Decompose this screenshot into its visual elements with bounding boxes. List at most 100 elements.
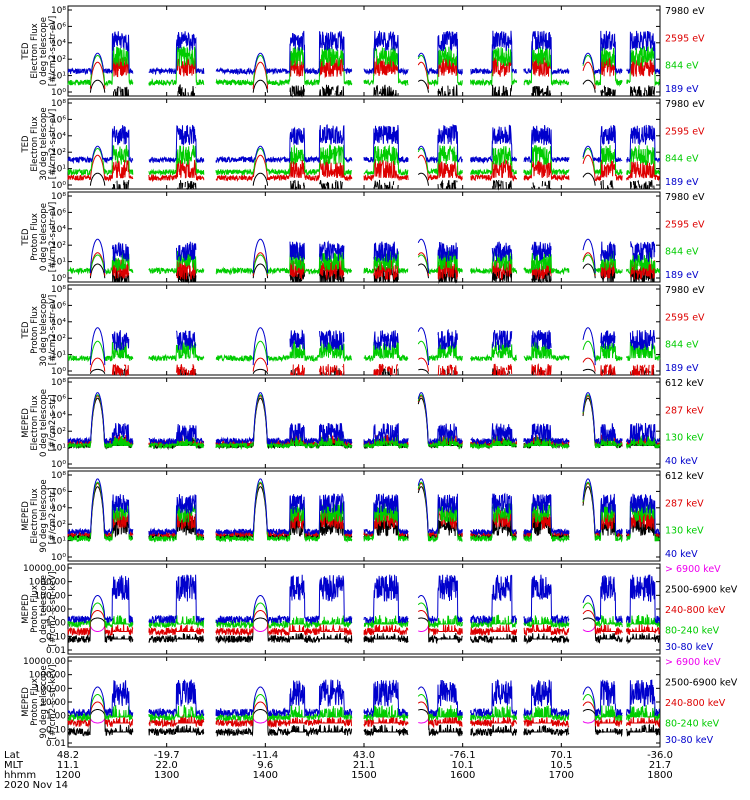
y-axis-label-line: Electron Flux (30, 488, 40, 543)
y-tick-label: 10² (51, 334, 66, 344)
panel-ted-p-0: 10⁸ 10⁶ 10⁴ 10² 10¹ 10⁰ TED Proton Flux 0 deg te… (21, 191, 705, 284)
y-axis-label: MEPED Proton Flux 90 deg telescope [#/cm2-s… (21, 665, 58, 740)
panel-frame (67, 284, 661, 376)
y-tick-label: 10⁰ (51, 553, 66, 563)
series-line (89, 79, 656, 98)
y-tick-label: 0.01 (46, 646, 66, 656)
y-tick-label: 10² (51, 520, 66, 530)
legend-entry: 80-240 keV (665, 719, 720, 730)
series-line (67, 123, 661, 165)
legend-entry: 2595 eV (665, 219, 705, 230)
y-axis-label-line: 90 deg telescope (39, 665, 49, 738)
series-line (89, 357, 655, 377)
y-tick-label: 10⁰ (51, 88, 66, 98)
x-axis-row-label: Lat (4, 750, 20, 761)
y-axis-label-line: 30 deg telescope (39, 293, 49, 366)
y-axis-label-line: TED (21, 42, 31, 61)
legend-entry: 130 keV (665, 526, 704, 537)
legend-entry: 189 eV (665, 270, 699, 281)
series-line (89, 625, 596, 632)
y-axis-label-line: TED (21, 228, 31, 247)
series-line (67, 478, 661, 537)
series-line (67, 610, 661, 637)
legend-entry: 844 eV (665, 61, 699, 72)
x-tick-label-mlt: 22.0 (156, 760, 178, 771)
legend-entry: 844 eV (665, 247, 699, 258)
x-tick-label-hhmm: 1500 (351, 770, 376, 781)
y-tick-label: 10² (51, 55, 66, 65)
y-tick-label: 10² (51, 241, 66, 251)
y-tick-label: 10⁴ (51, 318, 66, 328)
x-tick-label-lat: -19.7 (154, 750, 180, 761)
y-axis-label-line: [#/cm2-s-str-eV] (48, 295, 58, 365)
legend-entry: 287 keV (665, 405, 704, 416)
y-axis-label-line: Proton Flux (30, 306, 40, 354)
y-tick-label: 100.00 (35, 591, 67, 601)
y-tick-label: 0.01 (46, 739, 66, 749)
y-tick-label: 10² (51, 148, 66, 158)
y-tick-label: 1000.00 (29, 671, 66, 681)
y-axis-label: MEPED Electron Flux 0 deg telescope [#/cm2-… (21, 389, 58, 457)
y-axis-label-line: [#/cm2-s-str-keV] (48, 665, 58, 740)
legend-entry: 130 keV (665, 433, 704, 444)
x-tick-label-mlt: 11.1 (57, 760, 79, 771)
x-axis-row-label: hhmm (4, 770, 36, 781)
x-tick-label-mlt: 10.1 (452, 760, 474, 771)
y-axis-label-line: Proton Flux (30, 213, 40, 261)
y-tick-label: 10¹ (51, 444, 66, 454)
y-axis-label-line: MEPED (21, 501, 31, 531)
y-tick-label: 0.10 (46, 725, 66, 735)
series-line (67, 340, 661, 363)
panel-frame (67, 470, 661, 562)
y-tick-label: 10¹ (51, 258, 66, 268)
x-tick-label-lat: -76.1 (450, 750, 476, 761)
series-line (89, 172, 655, 191)
y-axis-label-line: 90 deg telescope (39, 479, 49, 552)
legend-entry: 40 keV (665, 549, 698, 560)
x-tick-label-hhmm: 1700 (549, 770, 574, 781)
series-line (89, 56, 656, 89)
y-tick-label: 10⁶ (51, 208, 66, 218)
legend-entry: 30-80 keV (665, 735, 714, 746)
y-tick-label: 10² (51, 427, 66, 437)
y-axis-label-line: Electron Flux (30, 395, 40, 450)
y-tick-label: 10⁸ (51, 378, 66, 388)
series-line (67, 701, 661, 729)
x-tick-label-lat: 43.0 (353, 750, 375, 761)
y-tick-label: 10⁰ (51, 181, 66, 191)
legend-entry: 2595 eV (665, 126, 705, 137)
series-line (67, 617, 661, 645)
y-axis-label: MEPED Proton Flux 0 deg telescope [#/cm2-s-… (21, 572, 58, 647)
legend-entry: 612 keV (665, 378, 704, 389)
y-tick-label: 0.10 (46, 632, 66, 642)
y-axis-label-line: MEPED (21, 687, 31, 717)
y-axis-label-line: TED (21, 135, 31, 154)
series-line (89, 327, 656, 366)
y-axis-label-line: Electron Flux (30, 23, 40, 78)
series-line (67, 574, 661, 626)
legend-entry: 2595 eV (665, 33, 705, 44)
legend-entry: 844 eV (665, 340, 699, 351)
legend-entry: 240-800 keV (665, 605, 726, 616)
series-line (67, 709, 661, 738)
y-axis-label-line: 0 deg telescope (39, 575, 49, 643)
y-tick-label: 10⁴ (51, 225, 66, 235)
y-tick-label: 1000.00 (29, 578, 66, 588)
x-tick-label-mlt: 21.1 (353, 760, 375, 771)
y-tick-label: 10⁶ (51, 394, 66, 404)
series-line (67, 392, 661, 446)
y-tick-label: 10.00 (40, 698, 66, 708)
panel-frame (67, 98, 661, 190)
y-axis-label: TED Proton Flux 0 deg telescope [#/cm2-s-st… (21, 202, 58, 272)
y-axis-label-line: Proton Flux (30, 585, 40, 633)
y-tick-label: 10⁴ (51, 504, 66, 514)
y-tick-label: 10⁸ (51, 192, 66, 202)
y-axis-label-line: [#/cm2-s-str-eV] (48, 16, 58, 86)
legend-entry: 7980 eV (665, 192, 705, 203)
legend-entry: 30-80 keV (665, 642, 714, 653)
series-line (67, 143, 661, 177)
x-tick-label-lat: -36.0 (647, 750, 673, 761)
y-axis-label-line: [#/cm2-s-str-eV] (48, 109, 58, 179)
legend-entry: 2500-6900 keV (665, 585, 738, 596)
